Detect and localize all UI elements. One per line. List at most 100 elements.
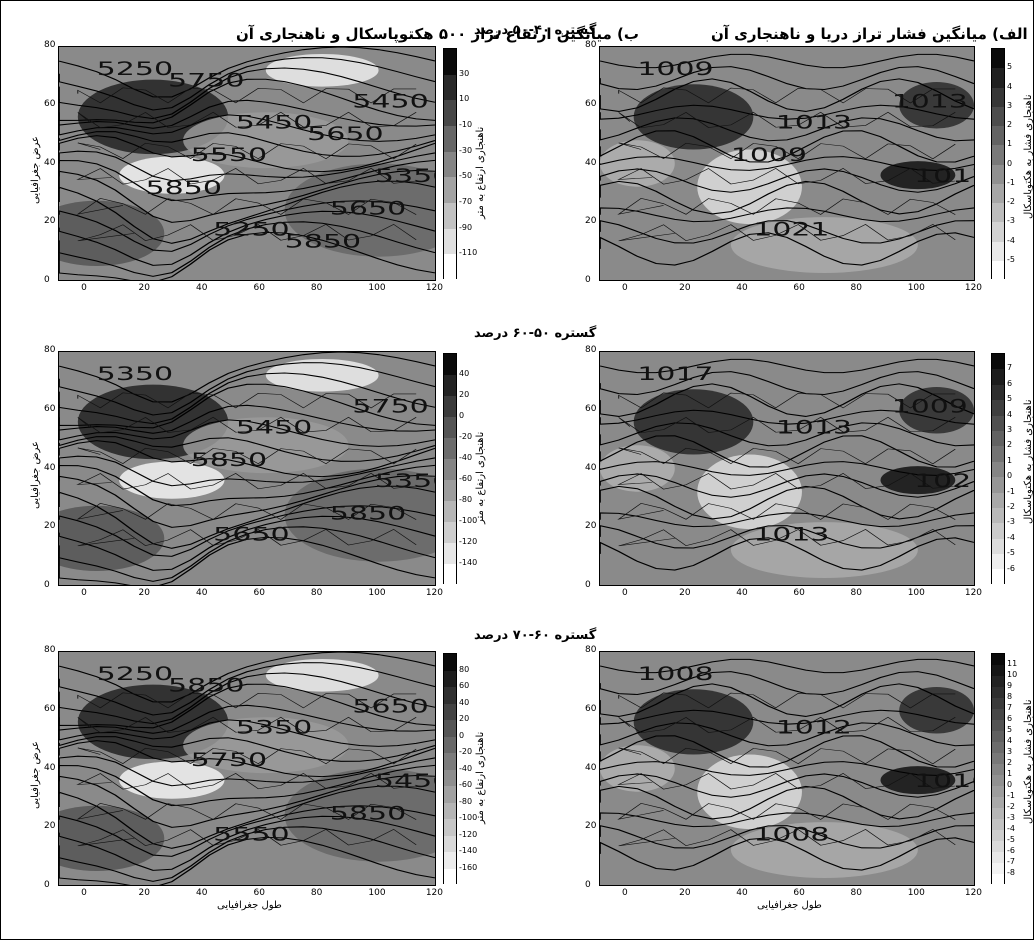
coastline — [618, 528, 956, 547]
contour-line — [600, 709, 974, 725]
colorbar-segment — [444, 228, 456, 255]
map-plot-r3_left: 5250 5350 5450 5550 5650 5750 5850 5850 — [58, 651, 436, 886]
anomaly-shading — [284, 163, 435, 257]
colorbar-segment — [444, 852, 456, 869]
colorbar-segment — [444, 151, 456, 178]
contour-line — [59, 536, 435, 585]
y-tick-label: 20 — [585, 521, 597, 532]
colorbar-tick: -3 — [1007, 517, 1015, 527]
x-tick-label: 40 — [196, 888, 208, 898]
contour-label: 1021 — [753, 219, 829, 241]
colorbar-segment — [444, 177, 456, 203]
x-tick-label: 0 — [621, 283, 628, 293]
colorbar-tick: -1 — [1007, 486, 1015, 496]
colorbar-tick: -80 — [459, 495, 473, 504]
contour-line — [59, 474, 435, 528]
y-axis-label: عرض جغرافیایی — [30, 135, 41, 204]
contour-label: 5850 — [145, 177, 222, 199]
contour-line — [59, 774, 435, 828]
colorbar-label: ناهنجاری فشار به هکتوپاسکال — [1023, 93, 1034, 219]
contour-line — [59, 505, 435, 557]
contour-label: 5650 — [213, 524, 290, 546]
contour-label: 1017 — [914, 165, 974, 187]
anomaly-shading — [119, 761, 225, 799]
y-tick-label: 80 — [585, 345, 597, 355]
colorbar-tick: 20 — [459, 714, 470, 723]
y-tick-label: 20 — [44, 821, 56, 832]
colorbar-tick: -100 — [459, 813, 478, 822]
colorbar-tick: -3 — [1007, 813, 1015, 822]
contour-line — [600, 130, 974, 163]
colorbar-segment — [992, 241, 1004, 261]
colorbar-r3_left — [443, 653, 457, 885]
colorbar-segment — [992, 523, 1004, 539]
coastline — [76, 197, 417, 215]
colorbar-r2_left — [443, 353, 457, 585]
x-tick-label: 120 — [425, 888, 444, 898]
contour-line — [59, 352, 435, 403]
colorbar-segment — [992, 731, 1004, 742]
anomaly-shading — [284, 468, 435, 562]
colorbar-segment — [444, 74, 456, 101]
y-tick-label: 40 — [585, 157, 597, 168]
contour-line — [600, 156, 974, 171]
colorbar-segment — [992, 753, 1004, 764]
x-tick-label: 40 — [196, 283, 208, 293]
x-tick-label: 80 — [310, 888, 323, 898]
contour-line — [59, 67, 435, 120]
anomaly-shading — [730, 217, 918, 274]
y-tick-label: 40 — [585, 462, 597, 473]
colorbar-tick: 2 — [1007, 440, 1013, 450]
map-svg-r2_right: 1017 1013 1021 1013 1009 — [600, 358, 974, 579]
anomaly-shading — [730, 522, 918, 579]
contour-label: 5750 — [352, 395, 429, 417]
colorbar-segment — [444, 125, 456, 152]
contour-label: 5850 — [285, 230, 362, 252]
colorbar-segment — [444, 417, 456, 438]
coastline — [77, 392, 417, 409]
colorbar-segment — [992, 260, 1004, 280]
colorbar-segment — [992, 841, 1004, 852]
colorbar-segment — [992, 874, 1004, 885]
contour-label: 1009 — [892, 395, 968, 417]
colorbar-segment — [992, 830, 1004, 841]
contour-label: 1021 — [914, 470, 974, 492]
coastline — [76, 502, 417, 520]
colorbar-label: ناهنجاری فشار به هکتوپاسکال — [1023, 398, 1034, 524]
colorbar-segment — [992, 369, 1004, 385]
anomaly-shading — [600, 745, 675, 792]
row2-title: گستره ۵۰-۶۰ درصد — [474, 326, 597, 341]
contour-label: 5350 — [375, 470, 435, 492]
colorbar-tick: 3 — [1007, 100, 1013, 110]
colorbar-segment — [444, 202, 456, 229]
coastline — [77, 828, 417, 847]
y-tick-label: 40 — [44, 762, 56, 773]
colorbar-segment — [444, 720, 456, 737]
colorbar-tick: 30 — [459, 68, 470, 78]
y-tick-label: 80 — [585, 40, 597, 50]
colorbar-tick: -80 — [459, 796, 473, 806]
contour-line — [59, 485, 435, 549]
colorbar-tick: -160 — [459, 862, 478, 872]
anomaly-shading — [633, 84, 754, 150]
title-left: ب) میانگین ارتفاع تراز ۵۰۰ هکتوپاسکال و … — [236, 25, 639, 43]
contour-line — [600, 207, 974, 223]
contour-line — [600, 473, 974, 498]
contour-line — [59, 704, 435, 734]
colorbar-tick: 6 — [1007, 714, 1013, 723]
colorbar-segment — [992, 720, 1004, 731]
contour-label: 5350 — [236, 716, 313, 738]
y-tick-label: 0 — [44, 275, 50, 285]
colorbar-label: ناهنجاری ارتفاع به متر — [475, 731, 486, 824]
contour-line — [600, 722, 974, 747]
contour-line — [59, 231, 435, 280]
contour-line — [59, 662, 435, 716]
colorbar-segment — [992, 164, 1004, 184]
coastline — [618, 692, 956, 709]
contour-line — [600, 525, 974, 549]
coastline — [77, 111, 417, 129]
colorbar-tick: -110 — [459, 248, 478, 258]
contour-line — [59, 736, 435, 762]
contour-line — [600, 683, 974, 717]
y-axis-label: عرض جغرافیایی — [30, 740, 41, 809]
